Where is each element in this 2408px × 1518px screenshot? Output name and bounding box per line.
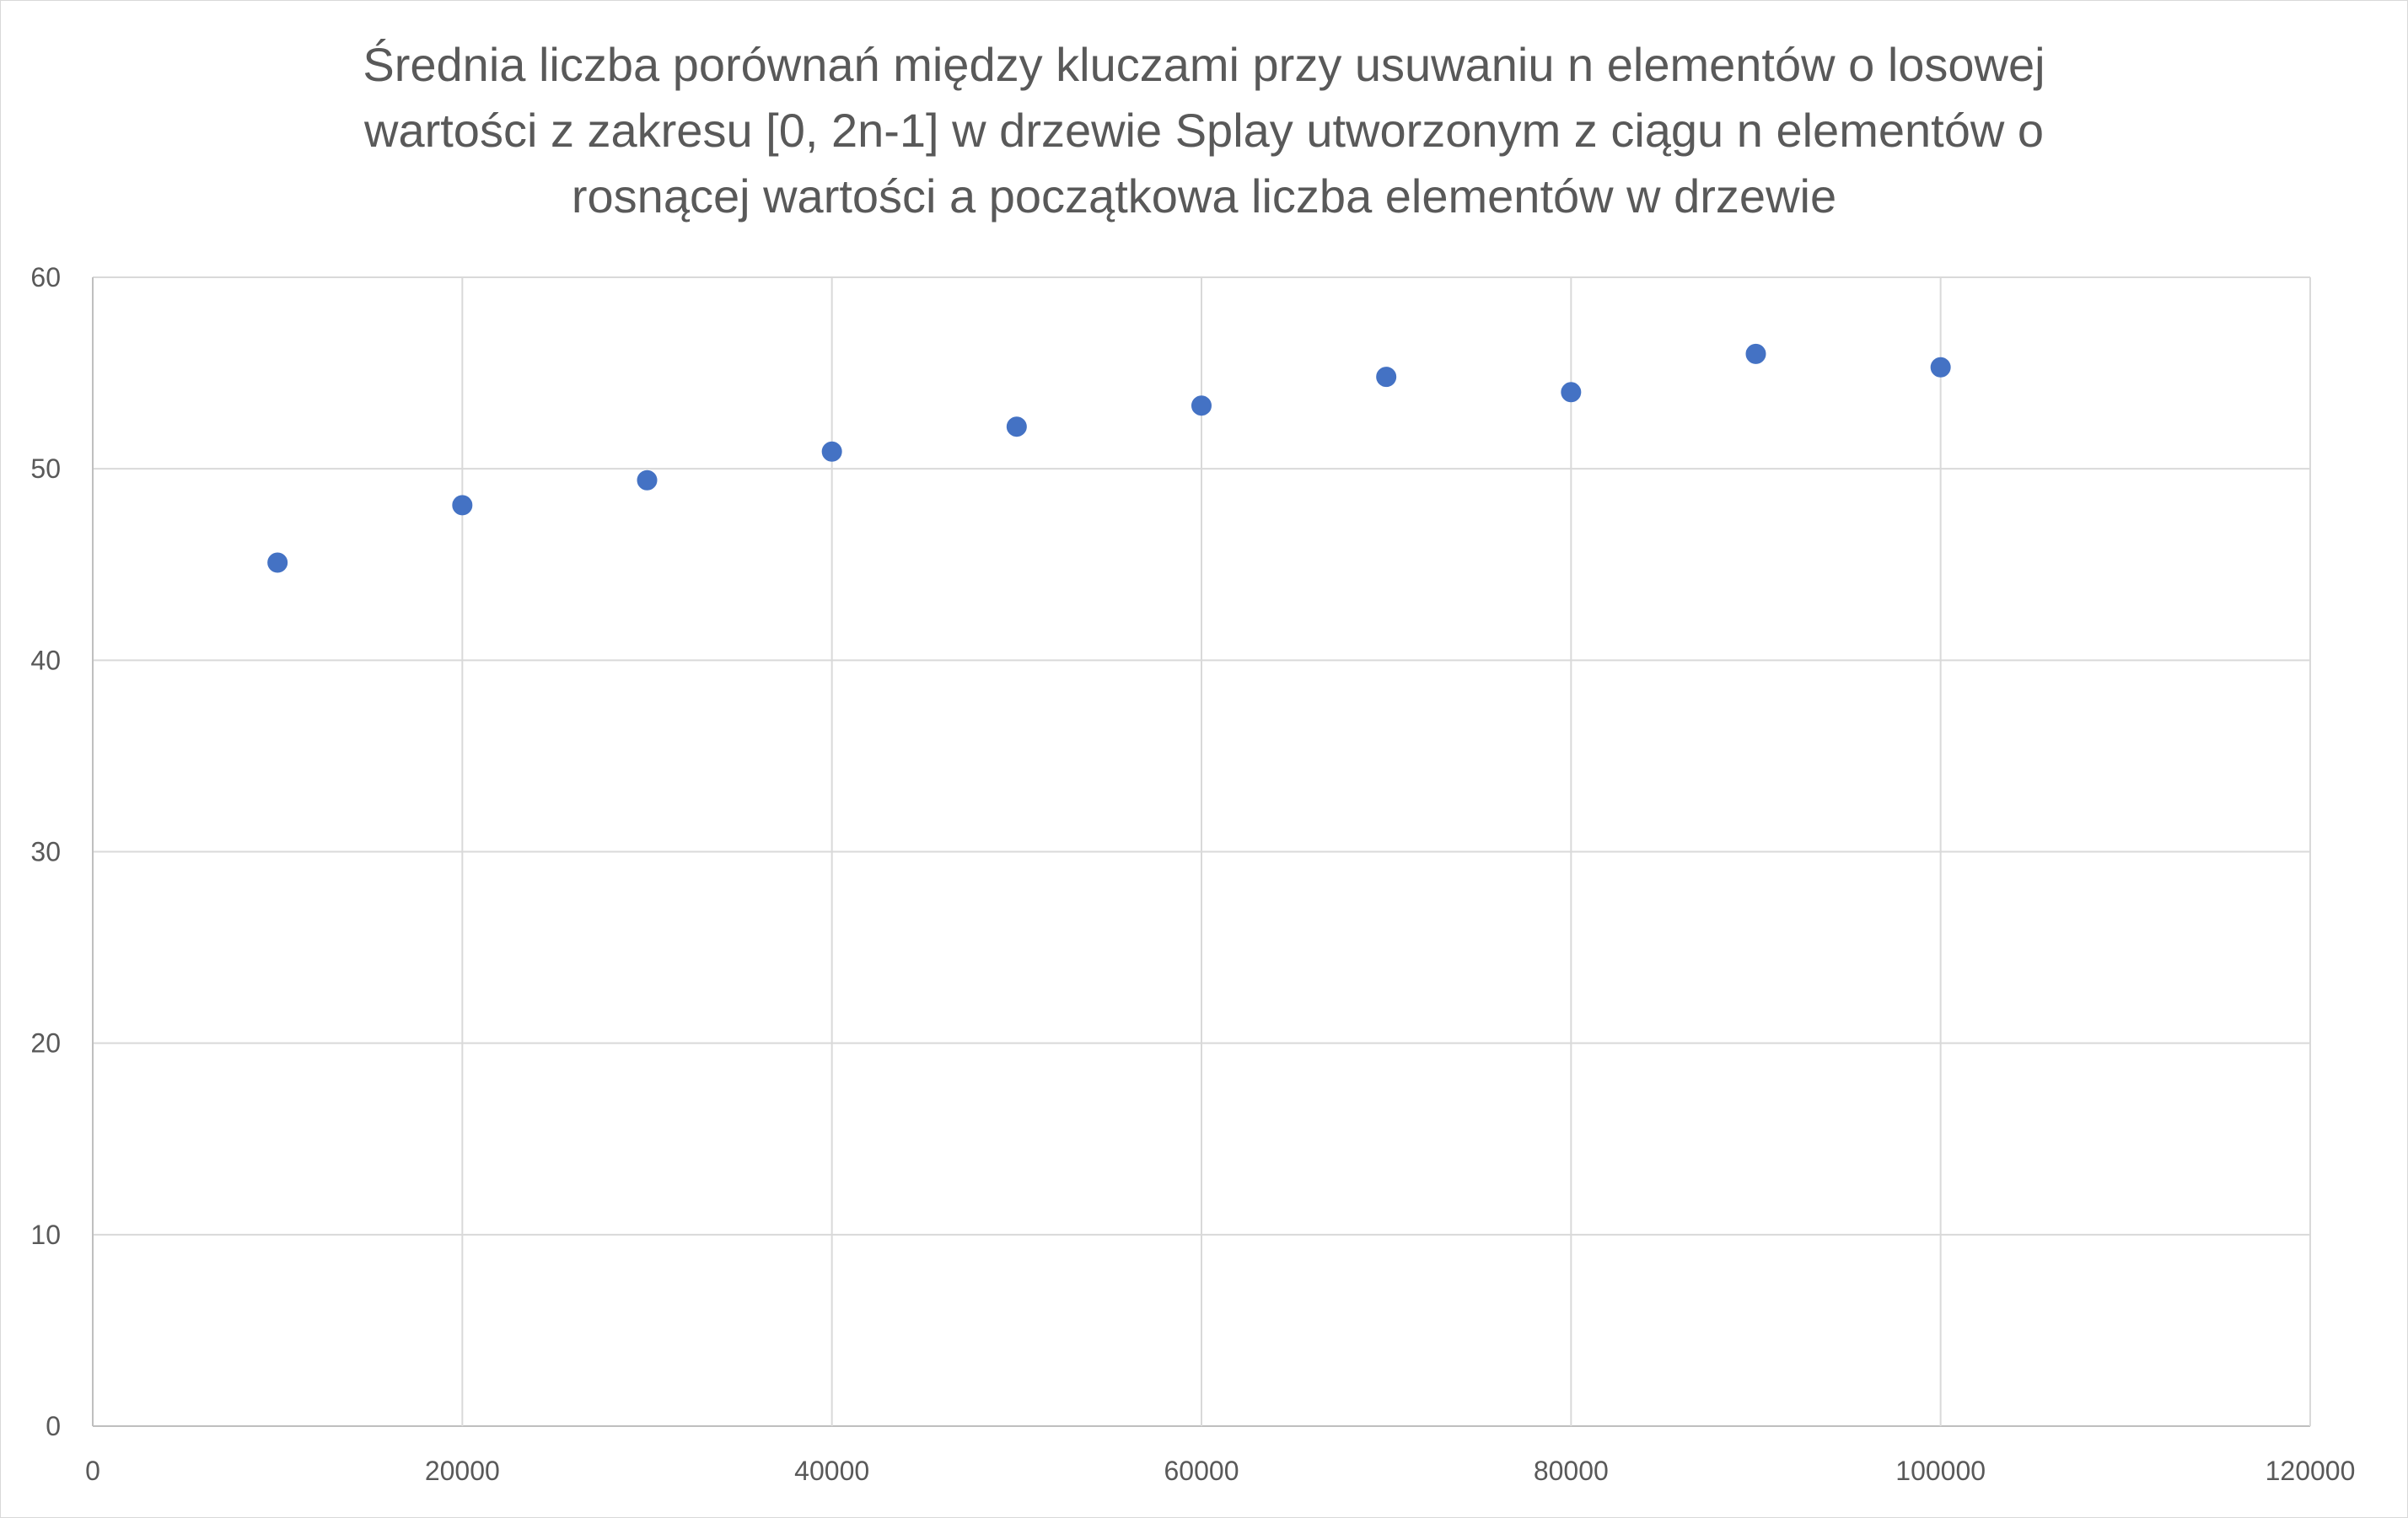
x-tick-label: 80000	[1534, 1456, 1609, 1486]
data-point	[637, 469, 658, 491]
data-point	[267, 552, 288, 573]
x-tick-label: 100000	[1895, 1456, 1986, 1486]
data-point	[1745, 343, 1766, 364]
data-point	[1006, 416, 1027, 437]
y-tick-label: 10	[30, 1220, 61, 1250]
data-point	[452, 495, 473, 516]
x-tick-label: 40000	[794, 1456, 869, 1486]
y-tick-label: 0	[46, 1411, 61, 1441]
data-point	[1376, 367, 1397, 388]
chart-title-line-1: Średnia liczba porównań między kluczami …	[363, 38, 2045, 91]
x-tick-label: 0	[85, 1456, 100, 1486]
chart-title-line-2: wartości z zakresu [0, 2n-1] w drzewie S…	[364, 104, 2044, 157]
data-point	[821, 441, 842, 462]
y-tick-label: 20	[30, 1028, 61, 1059]
chart-title-line-3: rosnącej wartości a początkowa liczba el…	[571, 169, 1837, 223]
x-tick-label: 20000	[425, 1456, 500, 1486]
y-tick-label: 50	[30, 453, 61, 484]
chart-title: Średnia liczba porównań między kluczami …	[202, 32, 2206, 229]
data-point	[1561, 382, 1582, 403]
x-tick-label: 120000	[2266, 1456, 2356, 1486]
y-tick-label: 60	[30, 262, 61, 292]
data-point	[1191, 395, 1212, 416]
x-tick-label: 60000	[1164, 1456, 1239, 1486]
y-tick-label: 40	[30, 645, 61, 675]
y-tick-label: 30	[30, 837, 61, 867]
data-point	[1930, 357, 1951, 378]
